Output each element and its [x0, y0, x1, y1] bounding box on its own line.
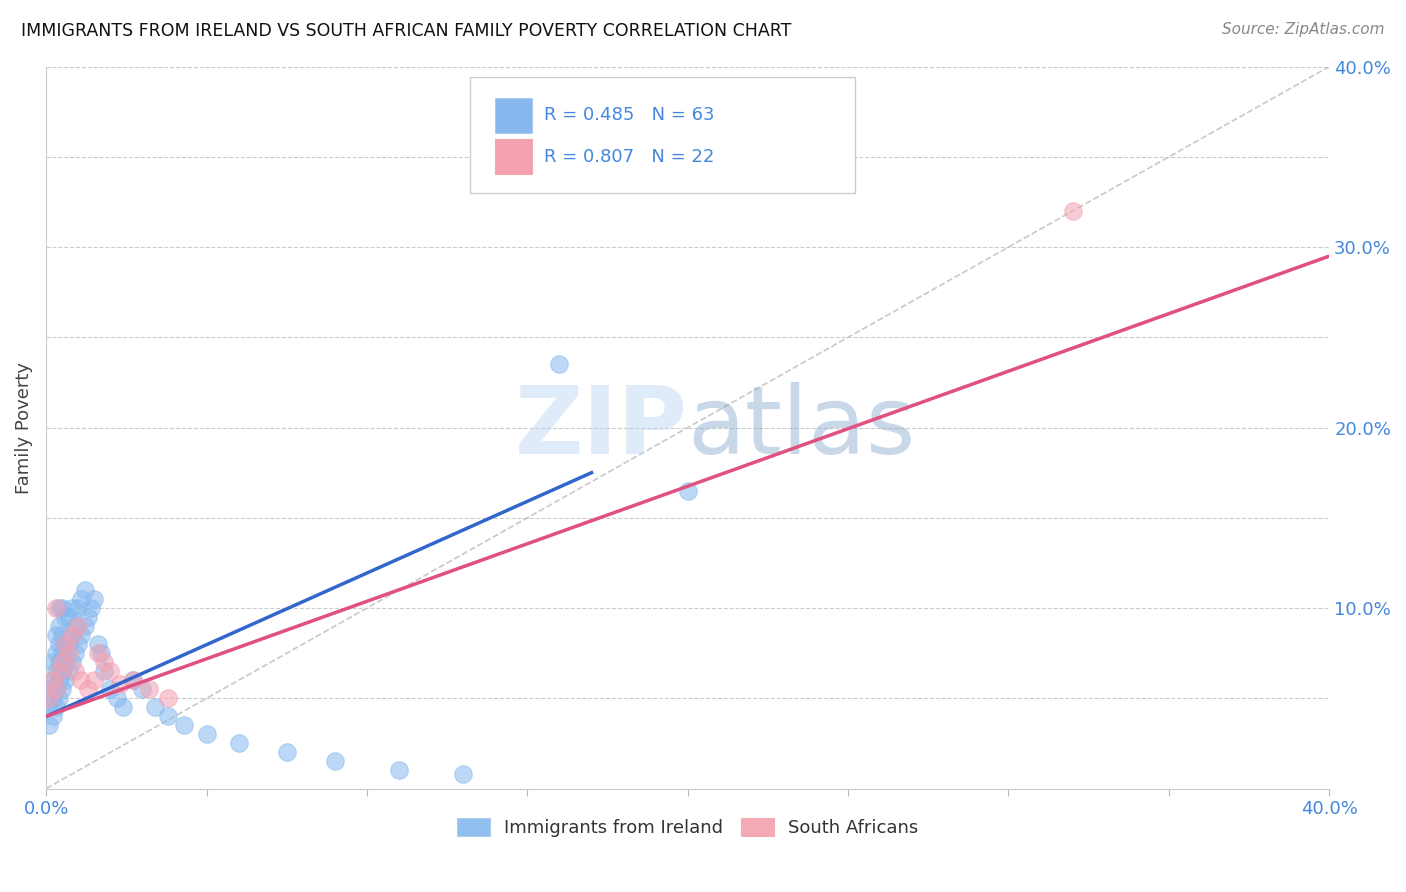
- Point: [70, 592, 93, 607]
- Point: [55, 673, 77, 688]
- Point: [41, 709, 63, 723]
- Point: [67, 619, 90, 633]
- Point: [86, 637, 108, 651]
- Point: [388, 764, 411, 778]
- Point: [1062, 204, 1084, 219]
- Point: [63, 646, 86, 660]
- Point: [38, 691, 60, 706]
- Point: [83, 592, 105, 607]
- Point: [131, 682, 153, 697]
- Point: [38, 682, 60, 697]
- Point: [48, 691, 70, 706]
- Point: [45, 646, 67, 660]
- Point: [48, 664, 70, 678]
- Text: atlas: atlas: [688, 382, 915, 474]
- Point: [58, 610, 80, 624]
- Point: [93, 664, 115, 678]
- Point: [70, 628, 93, 642]
- Point: [60, 601, 83, 615]
- Point: [138, 682, 160, 697]
- Point: [48, 619, 70, 633]
- FancyBboxPatch shape: [495, 139, 533, 174]
- Point: [45, 628, 67, 642]
- Point: [41, 691, 63, 706]
- Point: [58, 646, 80, 660]
- Point: [73, 582, 96, 597]
- Point: [45, 664, 67, 678]
- Point: [60, 655, 83, 669]
- Point: [60, 628, 83, 642]
- Point: [93, 655, 115, 669]
- Point: [51, 646, 73, 660]
- Point: [276, 746, 298, 760]
- Point: [51, 682, 73, 697]
- Point: [63, 664, 86, 678]
- Point: [112, 700, 135, 714]
- Y-axis label: Family Poverty: Family Poverty: [15, 361, 32, 493]
- Point: [58, 664, 80, 678]
- Point: [45, 682, 67, 697]
- Point: [58, 637, 80, 651]
- Point: [80, 601, 103, 615]
- Point: [83, 673, 105, 688]
- Point: [41, 673, 63, 688]
- Point: [48, 673, 70, 688]
- Point: [90, 646, 112, 660]
- Point: [67, 637, 90, 651]
- Point: [63, 619, 86, 633]
- Point: [41, 655, 63, 669]
- Point: [548, 358, 571, 372]
- Point: [45, 700, 67, 714]
- Text: Source: ZipAtlas.com: Source: ZipAtlas.com: [1222, 22, 1385, 37]
- Point: [228, 736, 250, 750]
- Point: [108, 677, 131, 691]
- Point: [676, 483, 699, 498]
- Point: [73, 619, 96, 633]
- Point: [98, 664, 121, 678]
- Point: [121, 673, 143, 688]
- Point: [70, 673, 93, 688]
- Point: [157, 691, 180, 706]
- Text: IMMIGRANTS FROM IRELAND VS SOUTH AFRICAN FAMILY POVERTY CORRELATION CHART: IMMIGRANTS FROM IRELAND VS SOUTH AFRICAN…: [21, 22, 792, 40]
- Point: [195, 727, 218, 741]
- Point: [77, 610, 100, 624]
- Point: [38, 700, 60, 714]
- Point: [45, 682, 67, 697]
- Point: [173, 718, 195, 732]
- Text: R = 0.485   N = 63: R = 0.485 N = 63: [544, 106, 714, 124]
- Point: [55, 610, 77, 624]
- Point: [45, 601, 67, 615]
- Point: [51, 628, 73, 642]
- FancyBboxPatch shape: [470, 78, 855, 193]
- Point: [86, 646, 108, 660]
- Point: [121, 673, 143, 688]
- FancyBboxPatch shape: [495, 97, 533, 133]
- Point: [51, 601, 73, 615]
- Point: [105, 691, 128, 706]
- Point: [60, 628, 83, 642]
- Point: [38, 718, 60, 732]
- Point: [451, 767, 474, 781]
- Point: [143, 700, 166, 714]
- Point: [51, 655, 73, 669]
- Point: [77, 682, 100, 697]
- Point: [323, 755, 346, 769]
- Point: [55, 637, 77, 651]
- Point: [67, 601, 90, 615]
- Point: [41, 673, 63, 688]
- Point: [98, 682, 121, 697]
- Point: [48, 655, 70, 669]
- Point: [55, 655, 77, 669]
- Point: [51, 664, 73, 678]
- Point: [55, 637, 77, 651]
- Point: [48, 601, 70, 615]
- Point: [48, 637, 70, 651]
- Text: R = 0.807   N = 22: R = 0.807 N = 22: [544, 148, 714, 166]
- Text: ZIP: ZIP: [515, 382, 688, 474]
- Legend: Immigrants from Ireland, South Africans: Immigrants from Ireland, South Africans: [450, 811, 925, 845]
- Point: [157, 709, 180, 723]
